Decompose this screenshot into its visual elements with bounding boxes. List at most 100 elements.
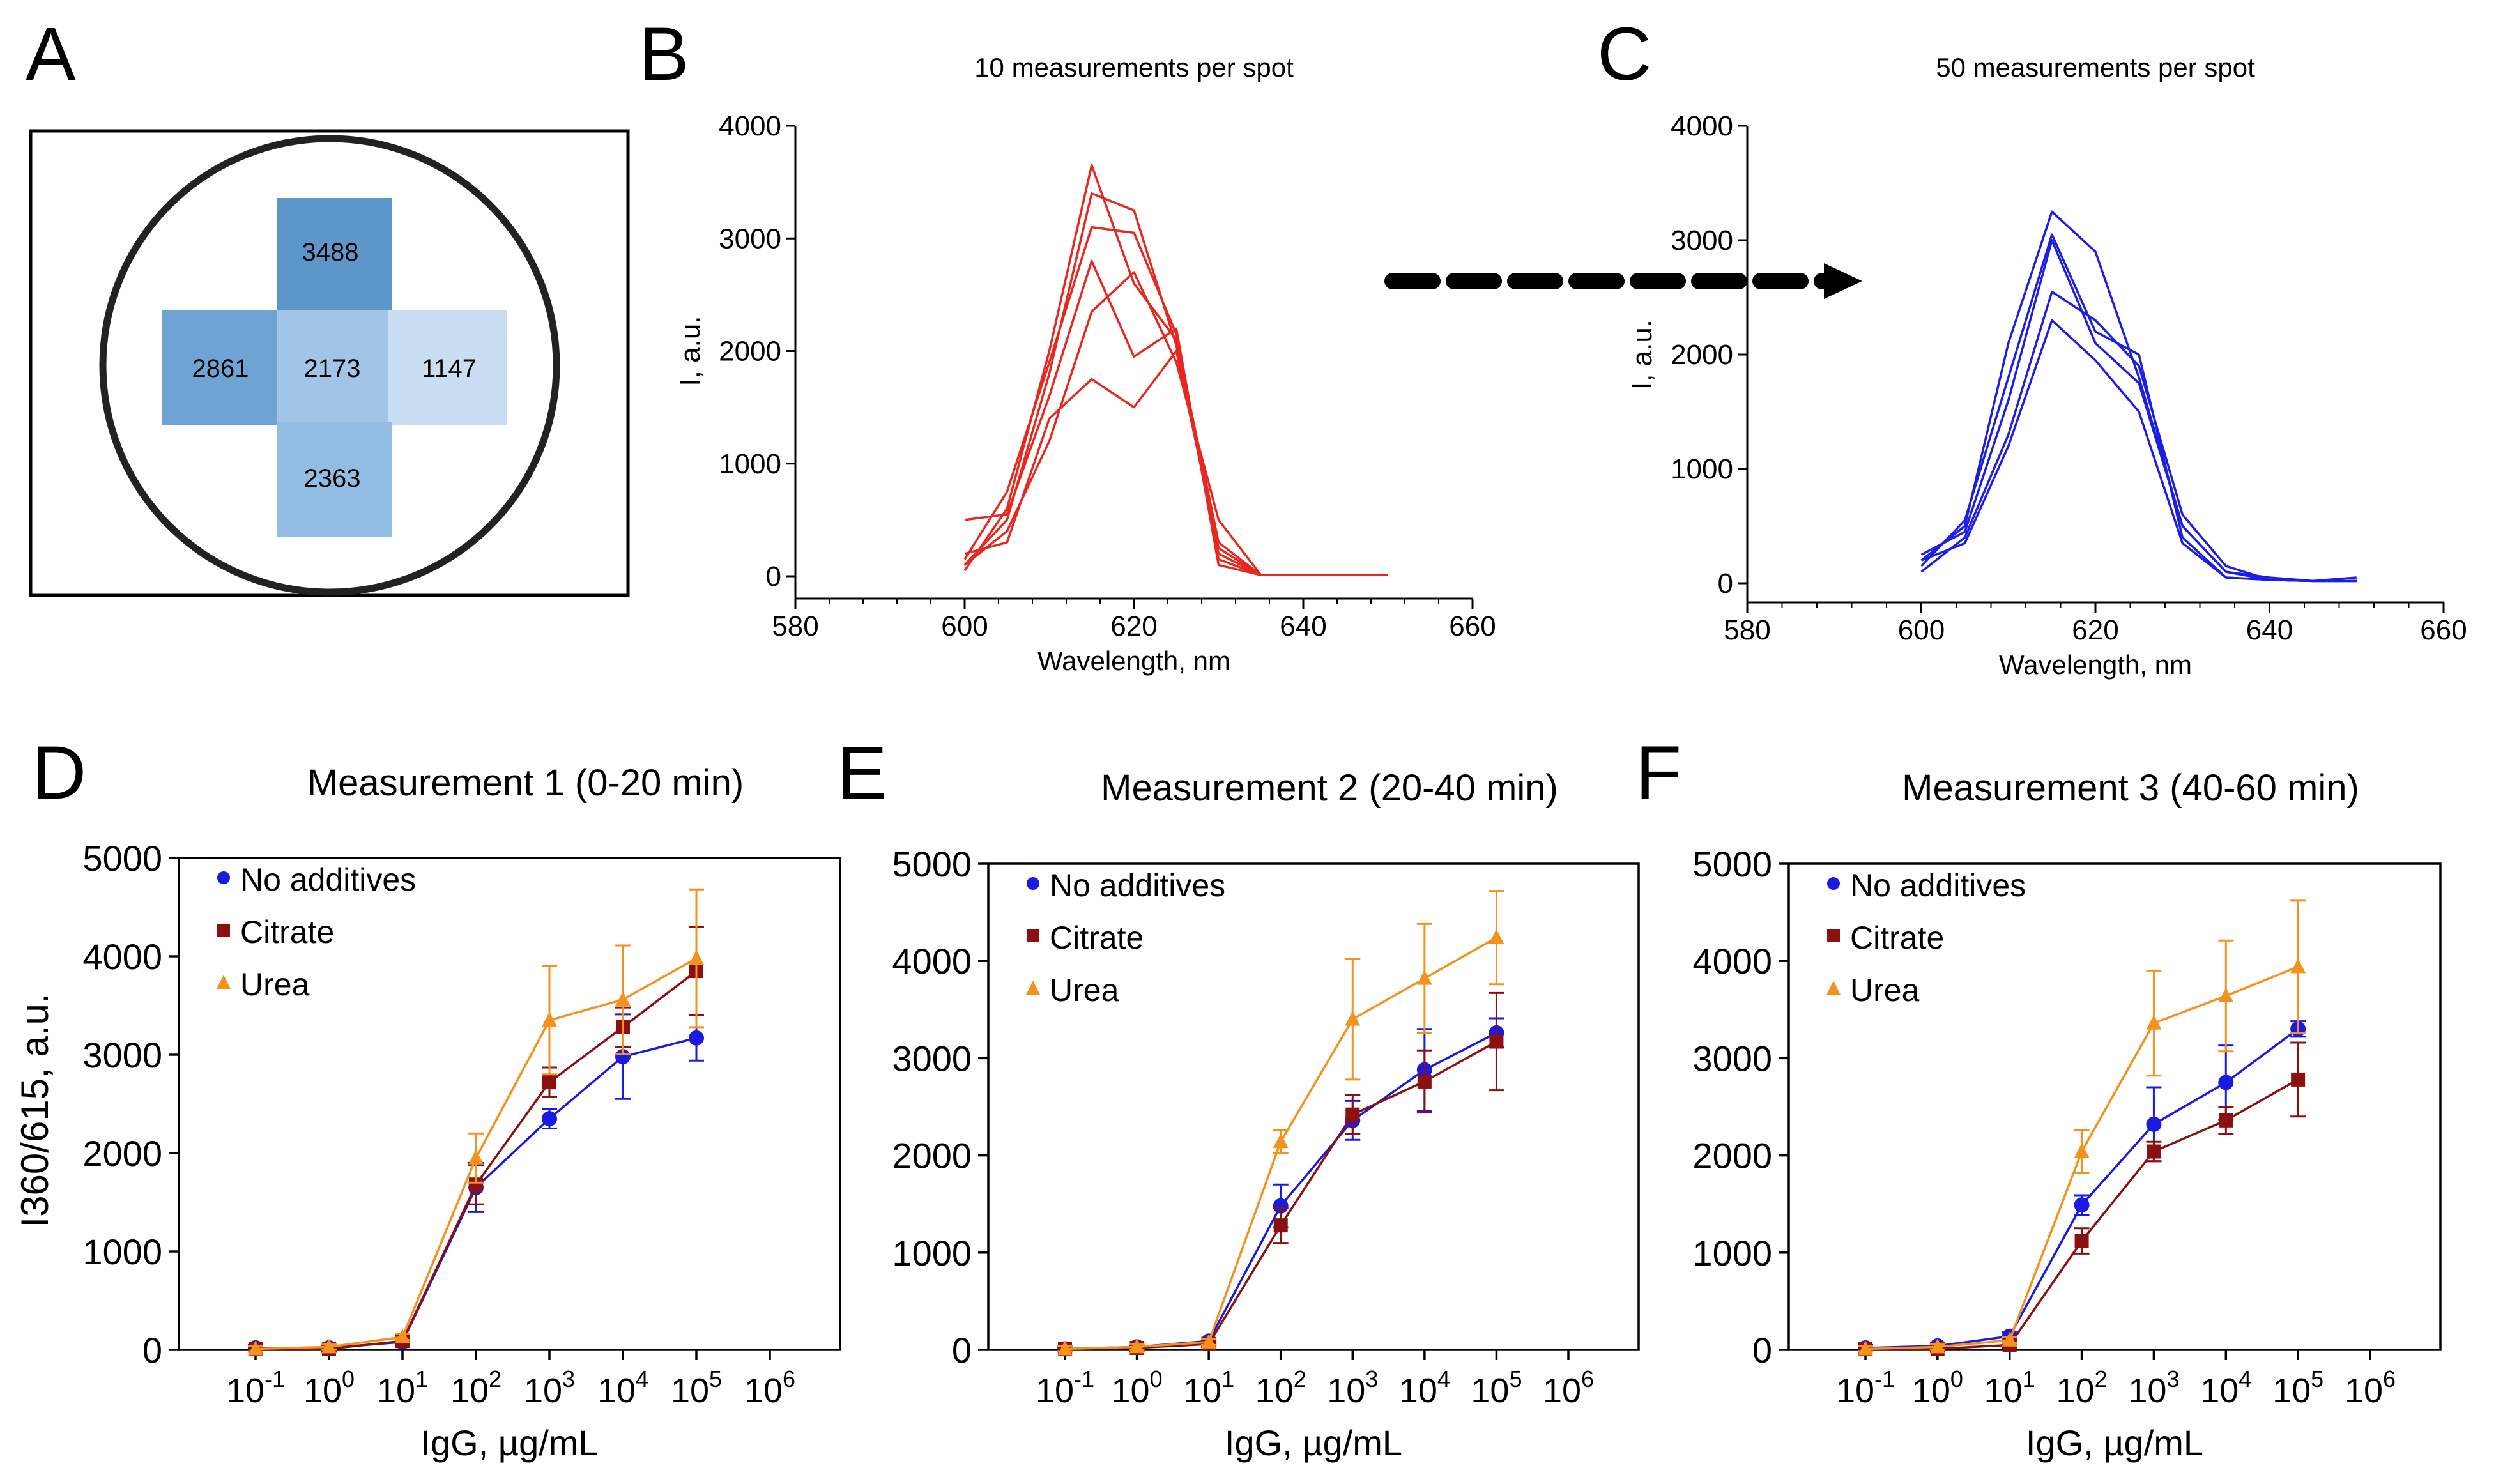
y-tick-label: 1000 — [82, 1232, 162, 1272]
chart-title: Measurement 1 (0-20 min) — [307, 762, 744, 804]
data-point — [2074, 1197, 2090, 1213]
plot-frame — [1787, 862, 2442, 1351]
x-axis-label: IgG, µg/mL — [1225, 1423, 1402, 1463]
x-tick-label: 101 — [1984, 1366, 2035, 1410]
legend-label: No additives — [240, 862, 416, 898]
data-point — [2218, 987, 2234, 1002]
legend-marker — [217, 975, 231, 989]
x-tick-label: 105 — [671, 1366, 722, 1410]
x-tick-label: 101 — [377, 1366, 428, 1410]
data-point — [1201, 1333, 1217, 1349]
cell-top — [277, 198, 392, 313]
cell-left — [162, 310, 280, 425]
x-tick-label: 100 — [303, 1366, 355, 1410]
spectrum-line-s3 — [963, 226, 1388, 576]
x-tick-exponent: 5 — [2311, 1366, 2323, 1392]
x-tick-exponent: 2 — [489, 1366, 501, 1392]
chart-c-spectra: 50 measurements per spot 0 1000 2000 3000 400… — [1627, 52, 2467, 680]
panel-label-b: B — [639, 12, 689, 96]
data-point — [2074, 1234, 2089, 1248]
x-tick-label: 106 — [2345, 1366, 2396, 1410]
panel-label-a: A — [26, 12, 76, 96]
chart-title: Measurement 2 (20-40 min) — [1101, 767, 1558, 809]
data-point — [469, 1177, 483, 1192]
y-tick-label: 0 — [142, 1330, 162, 1370]
y-tick-label: 4000 — [82, 937, 162, 977]
x-tick-label: 580 — [1724, 615, 1770, 646]
y-tick-label: 1000 — [1671, 454, 1733, 485]
x-tick-label: 106 — [744, 1366, 795, 1410]
x-tick-label: 660 — [2420, 615, 2467, 646]
data-point — [2147, 1144, 2161, 1159]
data-point — [542, 1075, 556, 1090]
x-tick-exponent: 3 — [562, 1366, 575, 1392]
x-tick-label: 106 — [1543, 1366, 1594, 1410]
data-point — [1345, 1011, 1361, 1026]
chart-title: Measurement 3 (40-60 min) — [1902, 767, 2359, 809]
x-tick-exponent: 2 — [2095, 1366, 2108, 1392]
y-tick-label: 0 — [952, 1330, 972, 1370]
cell-bottom-value: 2363 — [304, 464, 361, 493]
y-tick-label: 1000 — [892, 1233, 972, 1273]
legend-label: Urea — [240, 967, 310, 1002]
legend-label: No additives — [1050, 868, 1225, 903]
legend-marker — [217, 871, 230, 884]
panel-label-e: E — [837, 731, 887, 815]
y-tick-label: 2000 — [892, 1136, 972, 1176]
data-point — [2291, 1072, 2306, 1087]
cell-left-value: 2861 — [192, 355, 249, 383]
spectrum-line-s4 — [964, 259, 1388, 576]
x-tick-exponent: 3 — [2166, 1366, 2179, 1392]
panel-a-spot-diagram: 3488 2861 2173 1147 2363 — [29, 129, 630, 597]
x-axis-label: Wavelength, nm — [1037, 646, 1230, 676]
data-point — [542, 1012, 557, 1027]
cell-right-value: 1147 — [422, 355, 477, 383]
legend-label: Urea — [1050, 972, 1119, 1008]
data-point — [1129, 1338, 1145, 1354]
x-tick-label: 101 — [1183, 1366, 1234, 1410]
data-point — [1273, 1198, 1289, 1214]
cell-top-value: 3488 — [302, 238, 359, 266]
x-tick-exponent: 6 — [1581, 1366, 1594, 1392]
x-tick-exponent: -1 — [1074, 1366, 1094, 1392]
data-point — [1345, 1107, 1360, 1122]
data-point — [2146, 1014, 2162, 1030]
data-point — [1489, 929, 1504, 944]
data-point — [689, 950, 704, 965]
data-point — [1489, 1034, 1504, 1049]
x-axis-label: Wavelength, nm — [1999, 650, 2192, 680]
data-point — [615, 991, 631, 1006]
x-tick-label: 10-1 — [1836, 1366, 1895, 1410]
y-axis-label: I360/615, a.u. — [13, 993, 56, 1228]
panel-label-d: D — [32, 731, 86, 815]
data-point — [1858, 1340, 1873, 1356]
data-point — [468, 1149, 484, 1165]
y-tick-label: 3000 — [892, 1038, 972, 1078]
x-tick-label: 103 — [1327, 1366, 1378, 1410]
legend-marker — [1026, 981, 1040, 995]
legend-label: Urea — [1850, 972, 1920, 1008]
y-tick-label: 1000 — [719, 448, 781, 480]
x-tick-label: 640 — [2246, 615, 2293, 646]
cell-center-value: 2173 — [304, 355, 361, 383]
arrow-b-to-c — [1384, 263, 1862, 299]
x-tick-exponent: 0 — [1950, 1366, 1963, 1392]
legend-marker — [1827, 929, 1840, 942]
plot-frame — [987, 862, 1640, 1351]
cell-bottom — [277, 422, 392, 537]
y-tick-label: 4000 — [719, 111, 781, 142]
y-tick-label: 0 — [1752, 1330, 1772, 1370]
x-tick-exponent: 6 — [2383, 1366, 2396, 1392]
legend-marker — [1826, 981, 1841, 995]
x-tick-label: 104 — [597, 1366, 648, 1410]
legend-label: Citrate — [240, 914, 334, 950]
panel-label-f: F — [1635, 731, 1681, 815]
series-line-no-additives — [1865, 1028, 2299, 1349]
legend-label: Citrate — [1050, 920, 1144, 956]
y-tick-label: 0 — [766, 561, 781, 592]
legend-marker — [1027, 877, 1039, 890]
x-tick-exponent: 5 — [1509, 1366, 1522, 1392]
x-tick-exponent: 4 — [636, 1366, 648, 1392]
x-tick-exponent: 0 — [1150, 1366, 1163, 1392]
spectrum-line-s6 — [964, 349, 1388, 576]
